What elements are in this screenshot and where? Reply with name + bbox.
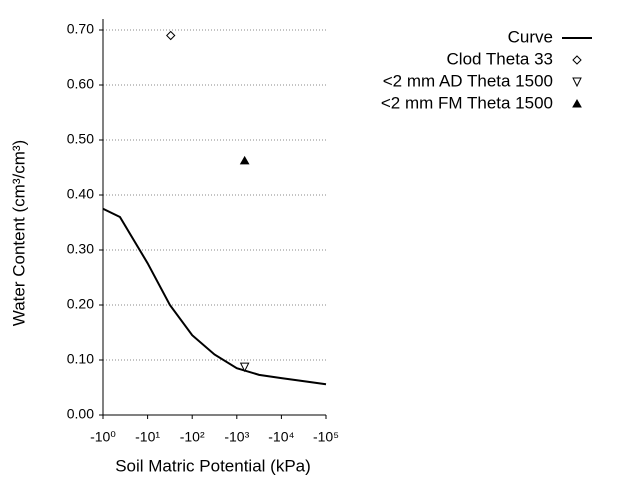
x-tick-label: -10²	[180, 429, 205, 445]
curve	[102, 207, 327, 386]
y-tick-label: 0.00	[67, 406, 94, 422]
x-tick-label: -10⁰	[90, 429, 116, 445]
legend-swatch	[572, 55, 582, 65]
point	[166, 30, 176, 41]
legend-label: <2 mm FM Theta 1500	[381, 93, 553, 112]
point	[239, 362, 250, 373]
y-tick-label: 0.30	[67, 241, 94, 257]
legend-swatch	[572, 98, 582, 108]
y-tick-label: 0.20	[67, 296, 94, 312]
x-tick-label: -10⁵	[313, 429, 339, 445]
legend-swatch	[572, 77, 582, 88]
point	[239, 155, 250, 165]
y-tick-label: 0.70	[67, 21, 94, 37]
x-axis-label: Soil Matric Potential (kPa)	[115, 456, 311, 475]
x-tick-label: -10¹	[135, 429, 160, 445]
y-tick-label: 0.60	[67, 76, 94, 92]
legend-label: Curve	[508, 27, 553, 46]
legend-label: <2 mm AD Theta 1500	[383, 71, 553, 90]
x-tick-label: -10³	[224, 429, 249, 445]
y-tick-label: 0.50	[67, 131, 94, 147]
x-tick-label: -10⁴	[268, 429, 294, 445]
y-tick-label: 0.10	[67, 351, 94, 367]
y-tick-label: 0.40	[67, 186, 94, 202]
legend-label: Clod Theta 33	[447, 49, 553, 68]
y-axis-label: Water Content (cm³/cm³)	[9, 140, 28, 326]
